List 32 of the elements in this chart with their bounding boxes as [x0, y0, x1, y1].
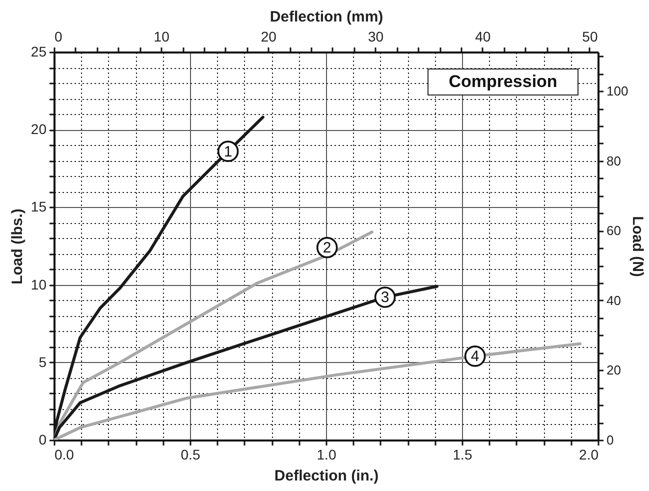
- x-tick-label: 2.0: [579, 446, 599, 462]
- x2-tick-label: 10: [154, 28, 170, 44]
- y-axis-title: Load (lbs.): [8, 208, 26, 284]
- x2-axis-title: Deflection (mm): [270, 8, 384, 26]
- x2-tick-label: 50: [582, 28, 598, 44]
- x2-tick-label: 30: [368, 28, 384, 44]
- x-tick-label: 1.5: [452, 446, 472, 462]
- y2-tick-label: 100: [606, 84, 628, 99]
- y-tick-label: 25: [30, 44, 47, 60]
- y2-tick-label: 60: [606, 223, 621, 238]
- annotation: 1: [224, 143, 232, 160]
- y2-tick-label: 20: [606, 362, 621, 378]
- x-tick-label: 1.0: [316, 446, 336, 462]
- y-tick-label: 20: [30, 121, 47, 138]
- x-tick-label: 0.0: [54, 446, 74, 462]
- annotation: 4: [470, 348, 480, 366]
- y2-tick-label: 80: [606, 153, 621, 168]
- x2-tick-label: 40: [475, 28, 491, 44]
- annotation: 3: [380, 289, 390, 306]
- x-tick-label: 0.5: [180, 446, 200, 462]
- y-tick-label: 0: [38, 432, 47, 448]
- y2-axis-title: Load (N): [629, 216, 646, 277]
- y2-tick-label: 40: [606, 292, 621, 308]
- annotation: 2: [322, 240, 332, 257]
- y-tick-label: 15: [30, 198, 47, 215]
- x2-tick-label: 20: [260, 28, 277, 44]
- x2-tick-label: 0: [54, 28, 62, 44]
- y-tick-label: 5: [38, 354, 47, 370]
- x-axis-title: Deflection (in.): [274, 468, 379, 484]
- y2-tick-label: 0: [606, 432, 614, 448]
- y-tick-label: 10: [30, 276, 47, 292]
- annotation: Compression: [448, 72, 558, 91]
